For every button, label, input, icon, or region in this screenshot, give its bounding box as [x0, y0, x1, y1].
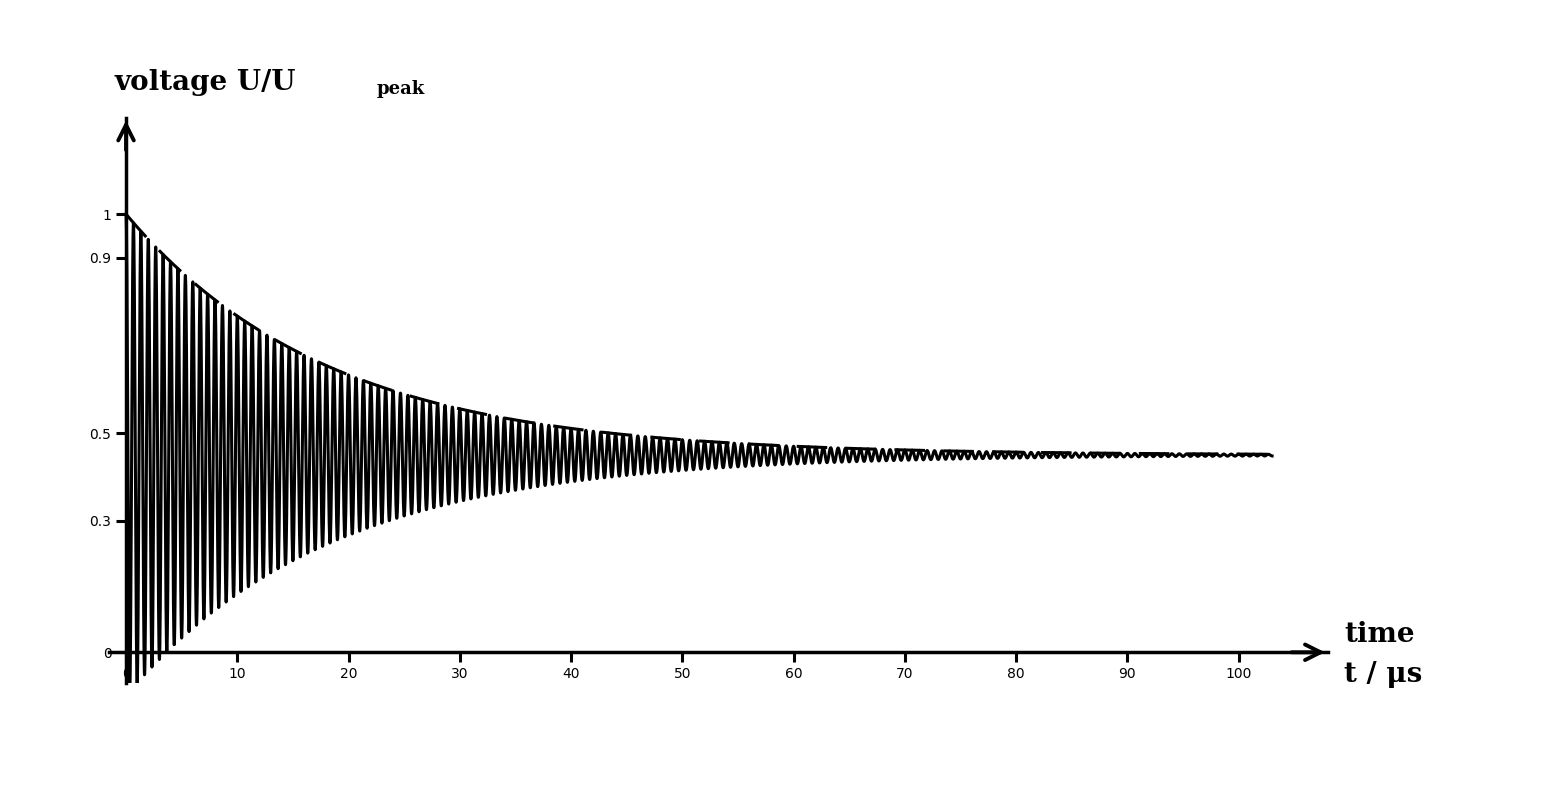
- Text: voltage U/U: voltage U/U: [116, 69, 297, 96]
- Text: t / μs: t / μs: [1345, 661, 1423, 688]
- Text: peak: peak: [376, 80, 425, 98]
- Text: time: time: [1345, 621, 1415, 648]
